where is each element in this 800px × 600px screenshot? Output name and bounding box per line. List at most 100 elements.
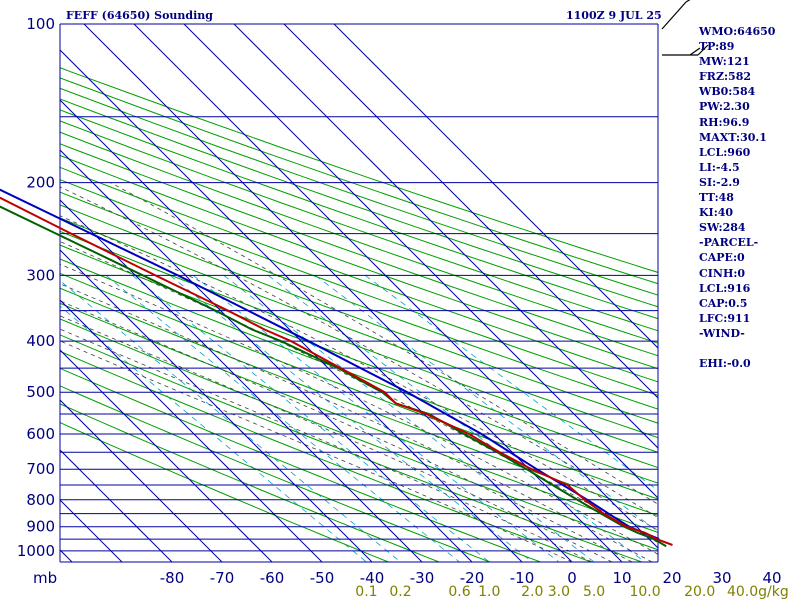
temperature-tick-label: 30 xyxy=(712,569,731,587)
wind-barb-flag-top xyxy=(685,0,691,3)
dry-adiabat-line xyxy=(60,334,643,562)
mixing-ratio-label: 1.0 xyxy=(478,584,500,600)
isotherm-line xyxy=(133,24,658,549)
mixing-ratio-line xyxy=(169,275,533,562)
dry-adiabat-line xyxy=(60,204,658,424)
temperature-tick-label: -20 xyxy=(460,569,485,587)
dry-adiabat-line xyxy=(60,166,658,383)
mixing-ratio-label: 10.0 xyxy=(629,584,660,600)
dry-adiabat-line xyxy=(60,287,658,517)
pressure-tick-label: 700 xyxy=(26,460,55,478)
wind-barb-flag-2 xyxy=(689,47,701,56)
isotherm-line xyxy=(60,249,373,562)
mixing-ratio-label: 20.0 xyxy=(684,584,715,600)
pressure-tick-label: 200 xyxy=(26,174,55,192)
temperature-tick-label: 20 xyxy=(662,569,681,587)
chart-title: FEFF (64650) Sounding xyxy=(66,9,213,22)
wind-barbs xyxy=(661,0,709,56)
mixing-ratio-label: 0.2 xyxy=(389,584,411,600)
parcel-line xyxy=(0,188,660,541)
sounding-index: CAP:0.5 xyxy=(699,296,748,310)
mixing-ratio-label: 3.0 xyxy=(548,584,570,600)
sounding-index: LFC:911 xyxy=(699,311,751,325)
dry-adiabat-line xyxy=(60,98,658,308)
dry-adiabat-line xyxy=(60,403,440,562)
sounding-timestamp: 1100Z 9 JUL 25 xyxy=(566,9,662,22)
isotherm-line xyxy=(233,24,658,449)
sounding-index: CAPE:0 xyxy=(699,251,745,265)
sounding-index: WMO:64650 xyxy=(699,25,776,38)
pressure-tick-label: 500 xyxy=(26,383,55,401)
mixing-ratio-label: 0.6 xyxy=(448,584,470,600)
temperature-tick-label: 10 xyxy=(612,569,631,587)
moist-adiabat-line xyxy=(60,300,633,562)
dry-adiabat-line xyxy=(60,367,541,562)
dry-adiabat-line xyxy=(60,131,658,344)
temperature-tick-label: -40 xyxy=(360,569,385,587)
dry-adiabats xyxy=(60,67,658,562)
mixing-ratio-label: 5.0 xyxy=(583,584,605,600)
dry-adiabat-line xyxy=(60,143,658,357)
mixing-ratio-line xyxy=(193,275,560,562)
isotherm-line xyxy=(60,99,523,562)
temperature-tick-label: -30 xyxy=(410,569,435,587)
sounding-index: LCL:916 xyxy=(699,281,751,295)
mixing-ratio-label: 40.0g/kg xyxy=(727,584,789,600)
dry-adiabat-line xyxy=(60,120,658,332)
dry-adiabat-line xyxy=(60,77,658,285)
mixing-ratio-label: 2.0 xyxy=(521,584,543,600)
moist-adiabat-line xyxy=(60,215,658,531)
dry-adiabat-line xyxy=(60,67,658,273)
pressure-tick-label: 400 xyxy=(26,332,55,350)
sounding-index: LI:-4.5 xyxy=(699,160,740,174)
dry-adiabat-line xyxy=(60,154,658,370)
temperature-line xyxy=(0,196,673,546)
isotherm-line xyxy=(60,49,573,562)
sounding-index: SW:284 xyxy=(699,221,746,235)
moist-adiabat-line xyxy=(60,315,613,562)
isobars xyxy=(59,23,659,563)
sounding-index: MW:121 xyxy=(699,55,750,69)
temperature-tick-label: -10 xyxy=(510,569,535,587)
dry-adiabat-line xyxy=(60,258,658,484)
dry-adiabat-line xyxy=(60,318,658,551)
pressure-unit-label: mb xyxy=(33,569,57,587)
isotherm-line xyxy=(60,449,173,562)
moist-adiabat-line xyxy=(60,328,593,562)
dry-adiabat-line xyxy=(60,385,490,562)
temperature-tick-label: 0 xyxy=(567,569,577,587)
dry-adiabat-line xyxy=(60,191,658,410)
sounding-index xyxy=(699,341,775,356)
sounding-index: RH:96.9 xyxy=(699,115,750,129)
moist-adiabat-line xyxy=(60,283,653,562)
wind-barb-flag xyxy=(697,44,709,56)
sounding-index: TP:89 xyxy=(699,40,735,54)
dry-adiabat-line xyxy=(60,272,658,500)
sounding-index: PW:2.30 xyxy=(699,100,750,114)
sounding-index: LCL:960 xyxy=(699,145,751,159)
sounding-index: SI:-2.9 xyxy=(699,175,740,189)
sounding-indices-list: WMO:64650 TP:89 MW:121 FRZ:582 WB0:584 PW:2.3… xyxy=(699,24,775,371)
dry-adiabat-line xyxy=(60,109,658,320)
isotherm-line xyxy=(60,549,73,562)
temperature-tick-label: -60 xyxy=(260,569,285,587)
mixing-ratio-line xyxy=(132,275,490,562)
sounding-index: WB0:584 xyxy=(699,85,756,99)
pressure-tick-label: 600 xyxy=(26,425,55,443)
isotherm-line xyxy=(0,24,22,562)
mixing-ratio-line xyxy=(60,280,401,562)
parcel-trace xyxy=(0,188,660,541)
isotherm-line xyxy=(60,149,473,562)
isotherm-line xyxy=(183,24,658,499)
isotherms xyxy=(0,24,658,562)
sounding-index: CINH:0 xyxy=(699,266,746,280)
sounding-index: EHI:-0.0 xyxy=(699,357,751,371)
dry-adiabat-line xyxy=(60,244,658,469)
moist-adiabats xyxy=(60,182,658,562)
dry-adiabat-line xyxy=(60,217,658,439)
sounding-index: -WIND- xyxy=(699,326,745,340)
moist-adiabat-line xyxy=(110,182,658,505)
temperature-trace xyxy=(0,196,673,546)
